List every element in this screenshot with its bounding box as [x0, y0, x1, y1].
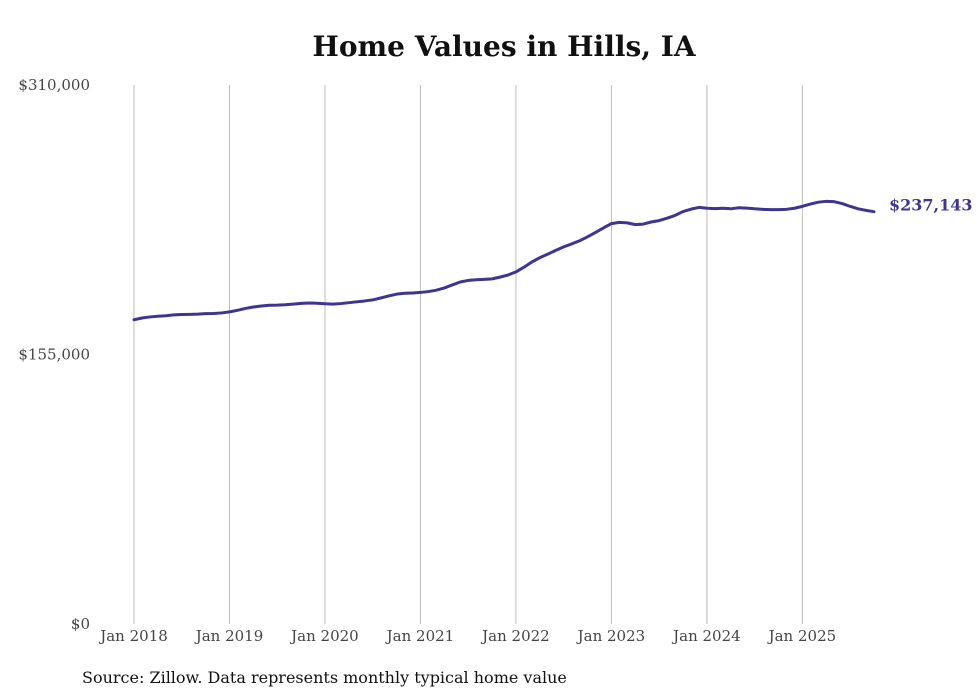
x-tick-label: Jan 2024: [671, 627, 741, 645]
chart-title: Home Values in Hills, IA: [312, 30, 696, 63]
x-tick-label: Jan 2025: [767, 627, 837, 645]
x-tick-label: Jan 2019: [194, 627, 264, 645]
x-axis-tick-labels: Jan 2018 Jan 2019 Jan 2020 Jan 2021 Jan 2022…: [98, 627, 836, 645]
x-tick-label: Jan 2021: [385, 627, 455, 645]
line-chart: $0$155,000$310,000 Jan 2018 Jan 2019 Jan 2…: [18, 76, 973, 645]
source-note: Source: Zillow. Data represents monthly …: [82, 668, 567, 687]
y-tick-label: $310,000: [18, 76, 90, 94]
x-tick-label: Jan 2020: [289, 627, 359, 645]
y-tick-label: $155,000: [18, 346, 90, 364]
y-tick-label: $0: [71, 615, 90, 633]
y-axis-tick-labels: $0 $155,000 $310,000: [18, 76, 90, 633]
series-layer: $237,143: [132, 196, 973, 322]
series-line: [132, 199, 876, 322]
x-tick-label: Jan 2022: [480, 627, 550, 645]
x-tick-label: Jan 2018: [98, 627, 168, 645]
end-value-label: $237,143: [889, 196, 973, 215]
gridlines: [133, 85, 803, 624]
x-tick-label: Jan 2023: [576, 627, 646, 645]
